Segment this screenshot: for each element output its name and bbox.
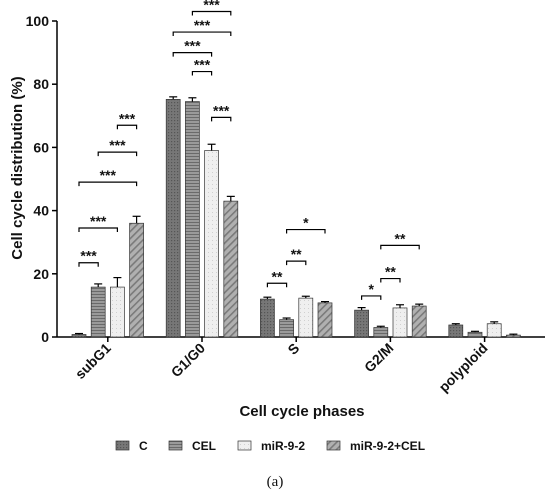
legend-label: miR-9-2 (261, 439, 305, 453)
significance-label: *** (194, 57, 211, 73)
significance-bracket (191, 10, 232, 16)
y-axis-title: Cell cycle distribution (%) (9, 76, 26, 259)
significance-bracket (172, 31, 232, 37)
bar (411, 305, 427, 338)
bar (354, 309, 369, 338)
bar (448, 324, 464, 338)
significance-layer: *************** ************************* (78, 0, 420, 300)
significance-bracket (380, 244, 420, 250)
x-axis: subG1 G1/G0 S G2/M polyploid (57, 336, 545, 395)
bar (185, 101, 200, 338)
significance-bracket (116, 124, 138, 130)
significance-label: *** (109, 137, 126, 153)
legend-label: miR-9-2+CEL (350, 439, 425, 453)
significance-bracket (78, 227, 118, 232)
legend: C CEL miR-9-2 miR-9-2+CEL (115, 439, 425, 453)
bar (279, 319, 294, 338)
bar (129, 222, 144, 338)
figure-caption: (a) (267, 474, 284, 490)
significance-label: *** (203, 0, 220, 13)
bar (165, 99, 181, 338)
significance-label: *** (119, 110, 136, 126)
x-tick-label: G2/M (361, 340, 397, 376)
y-tick-label: 20 (33, 266, 49, 282)
x-tick-label: G1/G0 (168, 340, 209, 381)
significance-label: ** (395, 230, 406, 246)
y-tick-label: 80 (33, 76, 49, 92)
significance-bracket (78, 181, 138, 187)
x-tick-label: subG1 (72, 340, 114, 382)
significance-bracket (266, 282, 288, 288)
significance-label: ** (272, 268, 283, 284)
significance-label: *** (100, 167, 117, 183)
significance-label: *** (90, 213, 107, 229)
bar (486, 323, 502, 338)
legend-label: CEL (192, 439, 216, 453)
significance-label: *** (213, 102, 230, 118)
bar (317, 302, 333, 338)
bar (260, 298, 275, 338)
x-axis-title: Cell cycle phases (239, 403, 364, 420)
significance-label: *** (80, 248, 97, 264)
y-tick-label: 0 (41, 329, 49, 345)
bar (110, 286, 125, 338)
y-axis: 0 20 40 60 80 100 (26, 13, 58, 345)
legend-swatch (115, 440, 130, 451)
significance-bracket (361, 295, 382, 300)
significance-label: *** (194, 17, 211, 33)
significance-label: * (303, 215, 309, 231)
x-tick-label: polyploid (435, 340, 490, 395)
significance-bracket (97, 151, 138, 157)
bar (71, 334, 87, 338)
significance-bracket (78, 262, 99, 267)
bar (223, 200, 239, 338)
y-tick-label: 100 (26, 13, 50, 29)
significance-bracket (191, 70, 213, 76)
bar (392, 307, 408, 338)
significance-label: * (368, 281, 374, 297)
significance-bracket (172, 52, 213, 57)
legend-swatch (326, 440, 341, 451)
bar (90, 286, 106, 338)
legend-swatch (168, 440, 183, 451)
bar (373, 327, 389, 338)
bar (467, 331, 483, 338)
significance-bracket (211, 116, 232, 122)
legend-label: C (139, 439, 148, 453)
significance-label: ** (385, 264, 396, 280)
bar (298, 297, 314, 338)
bars-layer (71, 96, 521, 338)
legend-swatch (237, 440, 252, 451)
significance-bracket (380, 277, 401, 283)
y-tick-label: 60 (33, 139, 49, 155)
significance-bracket (286, 260, 307, 266)
significance-label: *** (184, 38, 201, 54)
x-tick-label: S (284, 340, 302, 358)
y-tick-label: 40 (33, 203, 49, 219)
bar (204, 150, 219, 338)
significance-label: ** (291, 246, 302, 262)
bar (506, 334, 521, 338)
significance-bracket (286, 228, 326, 234)
